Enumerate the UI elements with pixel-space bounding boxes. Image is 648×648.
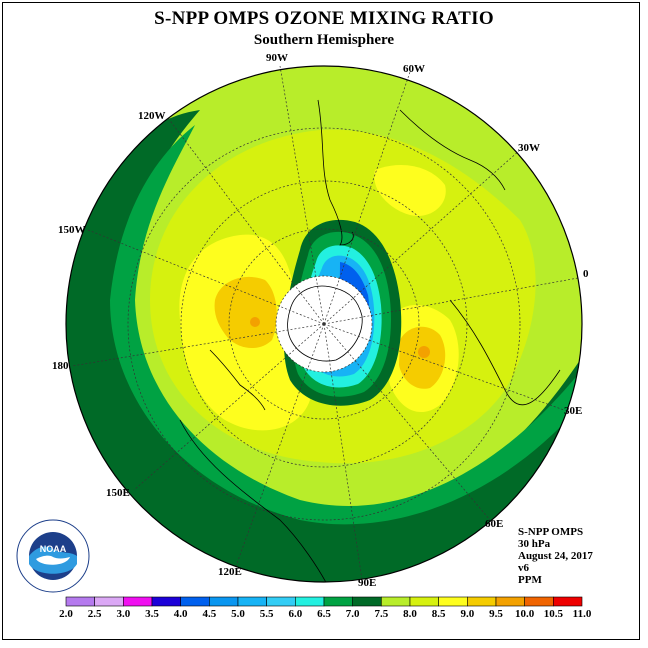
colorbar-tick-label: 9.5 (489, 608, 503, 620)
colorbar-tick-label: 5.0 (231, 608, 245, 620)
colorbar-tick-label: 11.0 (572, 608, 592, 620)
field-orange-core-east (418, 346, 430, 358)
lon-label-120e: 120E (218, 566, 242, 578)
colorbar-segment (151, 596, 181, 607)
colorbar-tick-label: 3.5 (145, 608, 159, 620)
colorbar-segment (209, 596, 239, 607)
colorbar-segment (237, 596, 267, 607)
figure-frame (2, 2, 640, 640)
graticule (71, 65, 579, 581)
colorbar-tick-label: 10.0 (515, 608, 535, 620)
info-version: v6 (518, 562, 529, 574)
lon-label-150w: 150W (58, 224, 86, 236)
colorbar-tick-label: 4.5 (202, 608, 217, 620)
lon-label-0: 0 (583, 268, 589, 280)
colorbar-segment (123, 596, 153, 607)
colorbar-segment (438, 596, 468, 607)
colorbar-tick-label: 5.5 (259, 608, 274, 620)
lon-label-90w: 90W (266, 52, 288, 64)
colorbar-tick-label: 8.0 (403, 608, 417, 620)
field-orange-east (399, 326, 446, 389)
lon-label-90e: 90E (358, 577, 377, 589)
lon-label-60e: 60E (485, 518, 504, 530)
colorbar-segment (180, 596, 210, 607)
colorbar-tick-label: 10.5 (543, 608, 563, 620)
lon-label-30e: 30E (564, 405, 583, 417)
coastlines (179, 99, 561, 582)
colorbar-tick-label: 6.0 (288, 608, 303, 620)
field-dark-green (66, 110, 582, 582)
colorbar-segment (295, 596, 325, 607)
map-title: S-NPP OMPS OZONE MIXING RATIO (154, 8, 494, 29)
ozone-field (66, 66, 582, 582)
lon-label-120w: 120W (138, 110, 166, 122)
colorbar-segment (524, 596, 554, 607)
field-orange-core (250, 317, 260, 327)
lon-label-30w: 30W (518, 142, 540, 154)
colorbar-tick-label: 3.0 (116, 608, 131, 620)
colorbar-tick-label: 9.0 (460, 608, 475, 620)
colorbar-tick-label: 2.0 (59, 608, 73, 620)
colorbar-tick-label: 4.0 (173, 608, 188, 620)
colorbar-tick-label: 7.5 (374, 608, 389, 620)
colorbar-segment (381, 596, 411, 607)
colorbar-tick-label: 6.5 (317, 608, 331, 620)
colorbar-segment (65, 596, 95, 607)
info-instrument: S-NPP OMPS (518, 526, 584, 538)
noaa-logo: NOAA (16, 519, 90, 593)
colorbar-tick-label: 8.5 (431, 608, 446, 620)
field-orange-west (214, 276, 277, 349)
map-boundary (65, 65, 583, 583)
lon-label-180: 180 (52, 360, 69, 372)
noaa-logo-text: NOAA (40, 544, 67, 554)
info-units: PPM (518, 574, 542, 586)
colorbar-segment (409, 596, 439, 607)
colorbar-segment (323, 596, 353, 607)
colorbar-segment (352, 596, 382, 607)
colorbar-segment (553, 596, 583, 607)
colorbar-tick-label: 2.5 (87, 608, 102, 620)
info-date: August 24, 2017 (518, 550, 593, 562)
colorbar-segment (94, 596, 124, 607)
map-subtitle: Southern Hemisphere (253, 32, 395, 48)
colorbar-segment (266, 596, 296, 607)
field-yellow-north (374, 165, 446, 216)
lon-label-150e: 150E (106, 487, 130, 499)
lon-label-60w: 60W (403, 63, 425, 75)
info-level: 30 hPa (518, 538, 551, 550)
colorbar-segment (495, 596, 525, 607)
colorbar-tick-label: 7.0 (345, 608, 360, 620)
colorbar-segment (467, 596, 497, 607)
field-green (110, 125, 582, 525)
info-block: S-NPP OMPS 30 hPa August 24, 2017 v6 PPM (518, 526, 593, 586)
